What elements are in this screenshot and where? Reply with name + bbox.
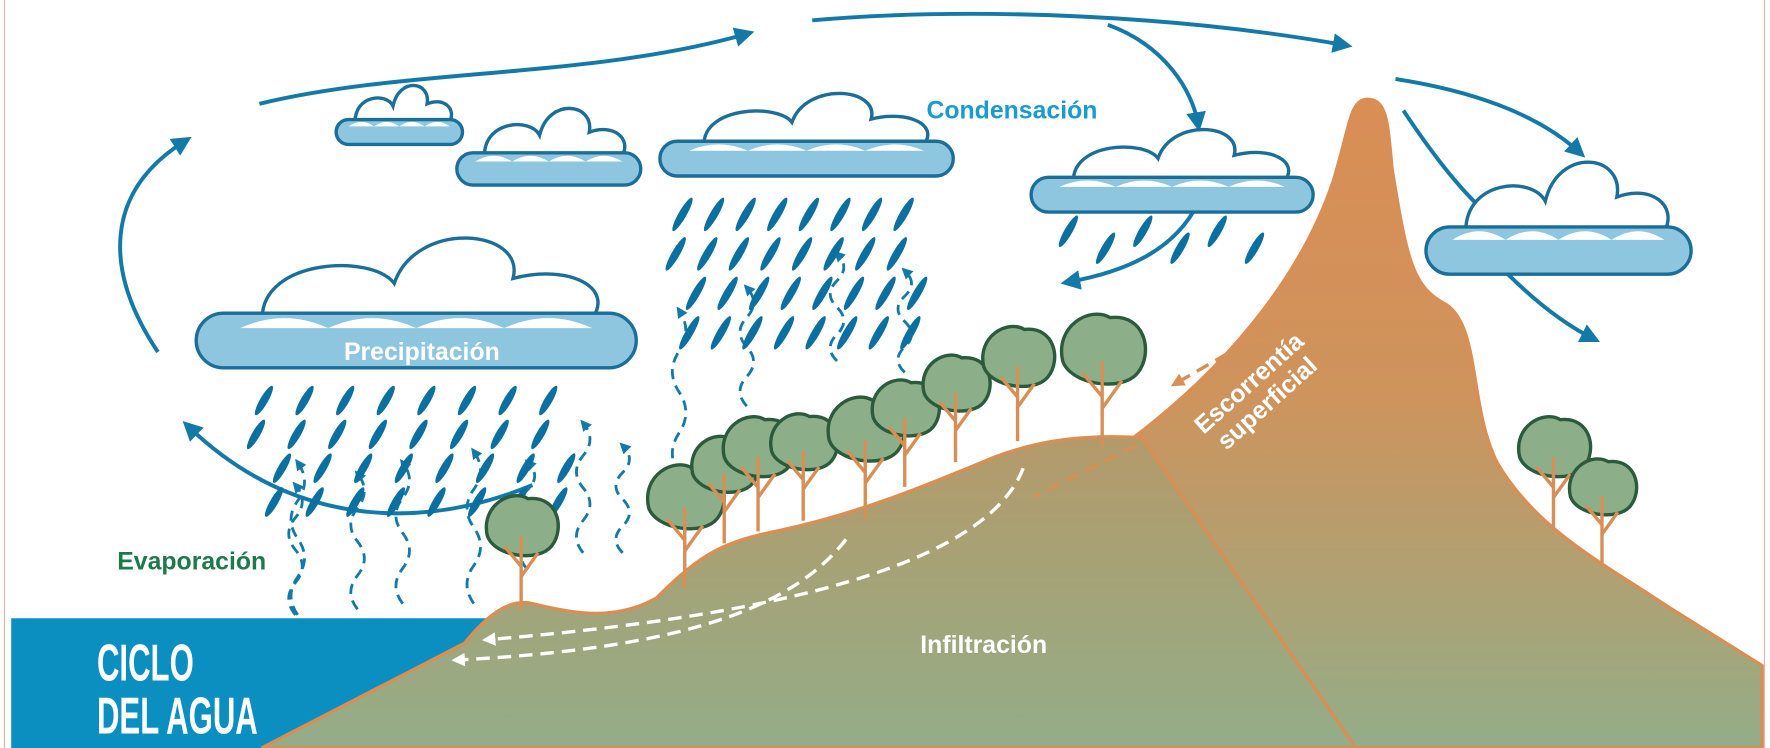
rain-drop	[496, 384, 520, 417]
rain-drop	[1130, 214, 1155, 249]
rain-drop	[873, 275, 899, 312]
rain-drop	[262, 485, 286, 518]
rain-drop	[834, 314, 860, 351]
rain-drop	[293, 384, 317, 417]
cloud	[336, 85, 462, 144]
rain-drop	[764, 196, 790, 233]
rain-drop	[694, 235, 720, 272]
cloud	[1426, 162, 1691, 274]
rain-drop	[866, 314, 892, 351]
rain-drop	[425, 485, 449, 518]
title-line1: CICLO	[97, 634, 194, 692]
rain-drop	[827, 196, 853, 233]
label-evaporation: Evaporación	[117, 549, 266, 576]
rain-drop	[311, 452, 335, 485]
evaporation-arrow	[576, 423, 590, 553]
tree	[1062, 314, 1146, 448]
rain-drop	[891, 196, 917, 233]
flow-arrow	[259, 34, 746, 104]
rain-drop	[852, 235, 878, 272]
rain-drop	[897, 314, 923, 351]
page: CondensaciónPrecipitaciónEvaporación Esc…	[0, 0, 1770, 748]
label-condensation: Condensación	[926, 97, 1097, 124]
evaporation-arrow	[291, 463, 305, 615]
rain-drop	[252, 384, 276, 417]
rain-drop	[528, 418, 552, 451]
rain-drop	[351, 452, 375, 485]
rain-drop	[669, 196, 695, 233]
flow-arrow	[1068, 203, 1198, 282]
rain-drop	[726, 235, 752, 272]
rain-drop	[488, 418, 512, 451]
evaporation-arrow	[396, 463, 410, 604]
rain-drop	[683, 275, 709, 312]
rain-drop	[803, 314, 829, 351]
rain-drop	[447, 418, 471, 451]
rain-drop	[715, 275, 741, 312]
rain-drop	[1205, 214, 1230, 249]
flow-arrow	[1108, 25, 1198, 124]
rain-drop	[455, 384, 479, 417]
rain-drop	[343, 485, 367, 518]
rain-drop	[841, 275, 867, 312]
rain-drop	[333, 384, 357, 417]
tree	[486, 496, 558, 611]
rain-drop	[374, 384, 398, 417]
title-line2: DEL AGUA	[97, 687, 258, 745]
rain-drop	[244, 418, 268, 451]
cloud-top	[262, 238, 598, 318]
rain-drop	[708, 314, 734, 351]
rain-drop	[325, 418, 349, 451]
rain-drop	[1056, 214, 1081, 249]
flow-arrow	[812, 14, 1345, 45]
rain-drop	[433, 452, 457, 485]
evaporation-arrow	[898, 271, 912, 373]
rain-drop	[757, 235, 783, 272]
rain-drop	[270, 452, 294, 485]
rain-drop	[739, 314, 765, 351]
rain-drop	[1242, 231, 1267, 266]
rain-drop	[663, 235, 689, 272]
cloud-top	[704, 93, 928, 144]
rain-drop	[859, 196, 885, 233]
rain-drop	[366, 418, 390, 451]
rain-drop	[733, 196, 759, 233]
rain-drop	[701, 196, 727, 233]
rain-drop	[415, 384, 439, 417]
water-cycle-diagram: CondensaciónPrecipitaciónEvaporación Esc…	[0, 0, 1770, 748]
label-precipitation: Precipitación	[344, 339, 500, 366]
cloud	[660, 93, 953, 176]
evaporation-arrow	[616, 446, 630, 553]
rain-drop	[796, 196, 822, 233]
rain-drop	[884, 235, 910, 272]
rain-drop	[536, 384, 560, 417]
rain-drop	[778, 275, 804, 312]
rain-drop	[407, 418, 431, 451]
flow-arrow	[120, 141, 185, 352]
rain-drop	[1093, 231, 1118, 266]
rain-drop	[285, 418, 309, 451]
rain-drop	[771, 314, 797, 351]
cloud-top	[484, 108, 624, 155]
cloud-top	[1466, 162, 1668, 231]
cloud-top	[1073, 130, 1288, 181]
rain-drop	[392, 452, 416, 485]
rain-drop	[676, 314, 702, 351]
cloud	[1031, 130, 1313, 213]
cloud	[457, 108, 641, 185]
tree	[983, 326, 1055, 441]
cloud-top	[355, 85, 451, 121]
rain-drop	[789, 235, 815, 272]
rain-drop	[554, 452, 578, 485]
label-infiltration: Infiltración	[920, 632, 1047, 659]
